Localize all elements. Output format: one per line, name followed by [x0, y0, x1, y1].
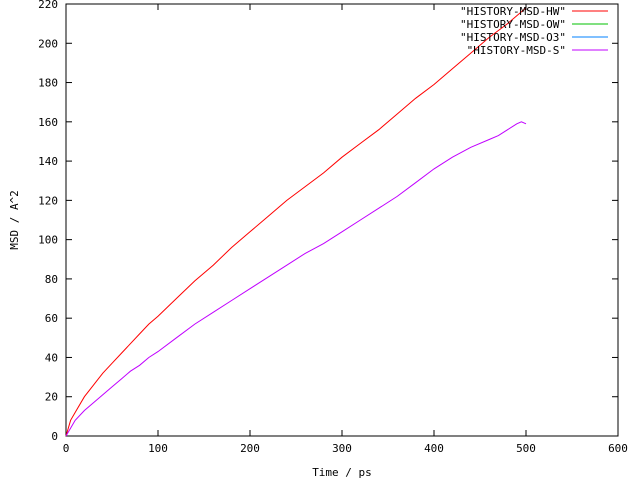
x-tick-label: 400 [424, 442, 444, 455]
y-tick-label: 20 [45, 391, 58, 404]
y-tick-label: 180 [38, 77, 58, 90]
y-tick-label: 120 [38, 194, 58, 207]
y-tick-label: 80 [45, 273, 58, 286]
y-tick-label: 220 [38, 0, 58, 11]
series-line-3 [65, 121, 527, 437]
y-tick-label: 160 [38, 116, 58, 129]
y-tick-label: 200 [38, 37, 58, 50]
y-tick-label: 140 [38, 155, 58, 168]
y-axis-label: MSD / A^2 [8, 190, 21, 250]
y-tick-label: 40 [45, 351, 58, 364]
y-tick-label: 0 [51, 430, 58, 443]
x-tick-label: 0 [63, 442, 70, 455]
y-tick-label: 60 [45, 312, 58, 325]
legend-label-2: "HISTORY-MSD-O3" [460, 31, 566, 44]
x-tick-label: 500 [516, 442, 536, 455]
plot-frame [65, 3, 619, 437]
x-tick-label: 300 [332, 442, 352, 455]
x-axis-label: Time / ps [312, 466, 372, 479]
legend-label-3: "HISTORY-MSD-S" [467, 44, 566, 57]
legend-label-1: "HISTORY-MSD-OW" [460, 18, 566, 31]
x-tick-label: 200 [240, 442, 260, 455]
x-tick-label: 600 [608, 442, 628, 455]
x-tick-label: 100 [148, 442, 168, 455]
y-tick-label: 100 [38, 234, 58, 247]
legend-label-0: "HISTORY-MSD-HW" [460, 5, 566, 18]
series-line-0 [65, 7, 527, 437]
